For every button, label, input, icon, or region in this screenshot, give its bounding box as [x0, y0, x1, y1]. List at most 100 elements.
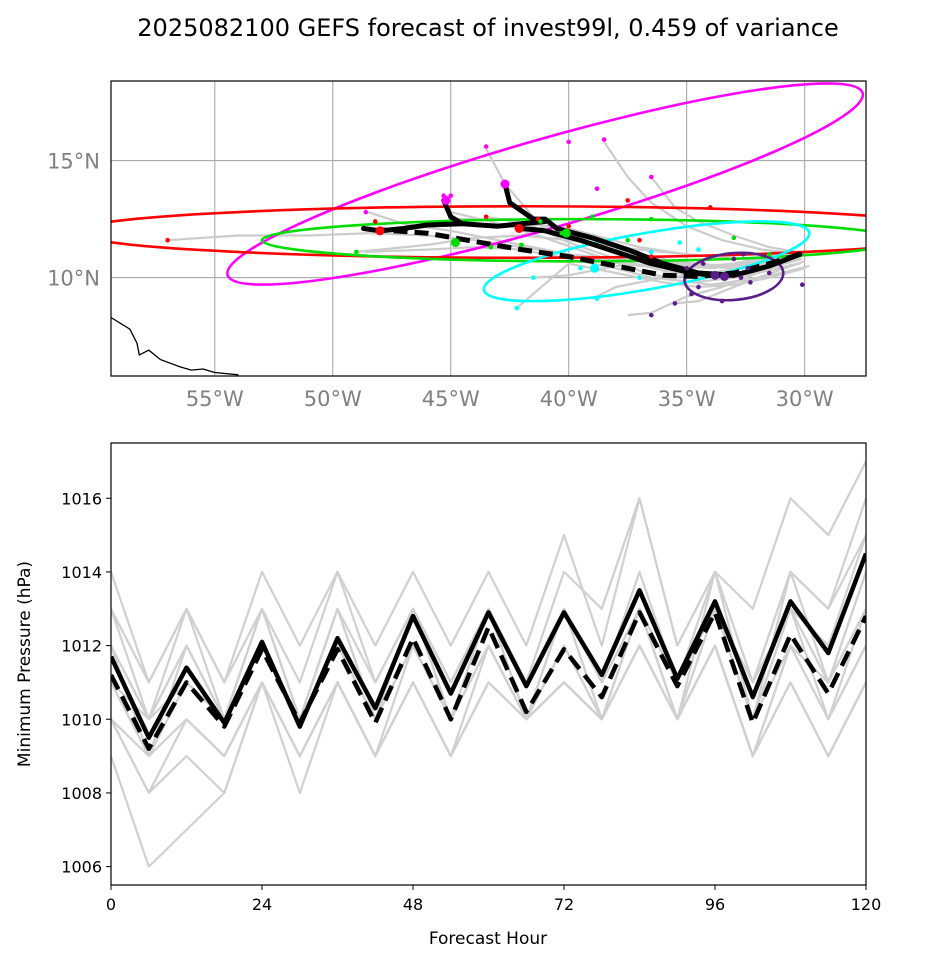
ensemble-track [674, 260, 806, 305]
coastline [111, 316, 239, 376]
cluster-point-indigo [731, 256, 737, 262]
cluster-center-marker-indigo [710, 270, 720, 280]
x-tick-label: 24 [252, 895, 272, 914]
ensemble-track [365, 246, 798, 284]
cluster-marker-magenta [441, 195, 451, 205]
cluster-point-cyan [578, 266, 583, 271]
cluster-point-green [766, 251, 772, 257]
cluster-point-red [165, 237, 170, 243]
cluster-point-indigo [684, 266, 689, 271]
pressure-panel: 0 24 48 72 96 120 1006 1008 1010 1012 1014 1016 For… [15, 442, 881, 949]
map-frame [110, 80, 867, 377]
cluster-mean-track [441, 197, 548, 229]
cluster-point-indigo [700, 261, 706, 266]
y-tick-label: 1014 [61, 563, 102, 582]
cluster-center-marker-magenta [500, 179, 510, 189]
map-ytick-label: 15°N [47, 150, 100, 174]
cluster-point-indigo [741, 251, 746, 257]
pressure-background [111, 443, 866, 885]
pressure-cluster-lines [111, 552, 866, 751]
cluster-point-cyan [696, 247, 701, 252]
pressure-member-line [111, 644, 866, 795]
y-tick-label: 1006 [61, 858, 102, 877]
cluster-tracks [361, 181, 803, 279]
cluster-point-magenta [594, 186, 600, 191]
cluster-point-cyan [514, 305, 520, 311]
ensemble-track [650, 176, 798, 253]
cluster-point-red [648, 254, 654, 259]
map-tick-labels: 55°W 50°W 45°W 40°W 35°W 30°W 10°N 15°N [47, 150, 834, 411]
cluster-points [165, 137, 805, 318]
x-tick-label: 0 [106, 895, 116, 914]
pressure-member-line [600, 497, 641, 610]
map-xtick-label: 35°W [658, 387, 716, 411]
cluster-mean-track [502, 181, 737, 278]
cluster-point-red [707, 205, 713, 210]
y-axis-label: Minimum Pressure (hPa) [15, 561, 35, 767]
cluster-point-indigo [799, 282, 805, 287]
cluster-point-cyan [677, 240, 682, 245]
cluster-point-red [483, 214, 489, 220]
track-map-panel: 55°W 50°W 45°W 40°W 35°W 30°W 10°N 15°N [47, 80, 867, 411]
x-axis-label: Forecast Hour [429, 929, 547, 949]
pressure-ticks: 0 24 48 72 96 120 1006 1008 1010 1012 1014 1016 [61, 489, 881, 914]
ensemble-mean-track [379, 227, 801, 279]
cluster-point-green [519, 242, 524, 248]
cluster-point-indigo [696, 284, 701, 290]
map-xtick-label: 45°W [422, 387, 480, 411]
cluster-point-red [372, 219, 378, 224]
cluster-marker-green [450, 238, 460, 248]
map-xtick-label: 30°W [776, 387, 834, 411]
cluster-point-magenta [648, 174, 654, 180]
cluster-point-indigo [719, 298, 725, 304]
coastline-path [111, 316, 239, 376]
cluster-center-marker-cyan [590, 263, 600, 273]
map-xtick-label: 40°W [540, 387, 598, 411]
pressure-member-line [111, 460, 866, 684]
cluster-marker-indigo [719, 271, 729, 281]
map-xtick-label: 55°W [186, 387, 244, 411]
cluster-point-green [354, 249, 359, 255]
cluster-point-magenta [566, 139, 572, 145]
cluster-point-green [648, 216, 654, 222]
figure-title: 2025082100 GEFS forecast of invest99l, 0… [137, 14, 838, 42]
cluster-point-red [566, 223, 572, 229]
cluster-point-green [625, 237, 631, 243]
cluster-point-cyan [594, 296, 600, 302]
cluster-point-cyan [531, 275, 536, 280]
cluster-point-indigo [689, 291, 694, 297]
cluster-point-magenta [363, 209, 369, 215]
pressure-series-cluster-dashed [111, 610, 866, 751]
y-tick-label: 1010 [61, 710, 102, 729]
cluster-point-indigo [648, 312, 654, 318]
cluster-marker-red [375, 226, 385, 236]
cluster-point-green [590, 214, 595, 220]
ensemble-track [442, 195, 810, 286]
map-ytick-label: 10°N [47, 267, 100, 291]
y-tick-label: 1012 [61, 637, 102, 656]
cluster-point-magenta [448, 193, 454, 199]
x-tick-label: 48 [403, 895, 423, 914]
x-tick-label: 72 [554, 895, 574, 914]
cluster-point-green [488, 244, 494, 250]
cluster-point-indigo [672, 301, 678, 306]
x-tick-label: 96 [705, 895, 725, 914]
cluster-point-indigo [745, 266, 751, 271]
cluster-point-indigo [766, 270, 772, 276]
y-tick-label: 1008 [61, 784, 102, 803]
cluster-point-cyan [637, 275, 642, 280]
cluster-ellipse-indigo [683, 251, 785, 302]
y-tick-label: 1016 [61, 489, 102, 508]
cluster-point-red [637, 237, 642, 243]
map-xtick-label: 50°W [304, 387, 362, 411]
cluster-ellipse-red [111, 204, 866, 260]
cluster-point-magenta [601, 137, 607, 142]
pressure-frame [110, 442, 867, 886]
cluster-point-red [625, 198, 631, 203]
cluster-mean-track [361, 221, 465, 234]
cluster-point-cyan [648, 249, 654, 255]
cluster-point-magenta [483, 144, 489, 149]
x-tick-label: 120 [851, 895, 882, 914]
cluster-point-indigo [748, 280, 753, 285]
